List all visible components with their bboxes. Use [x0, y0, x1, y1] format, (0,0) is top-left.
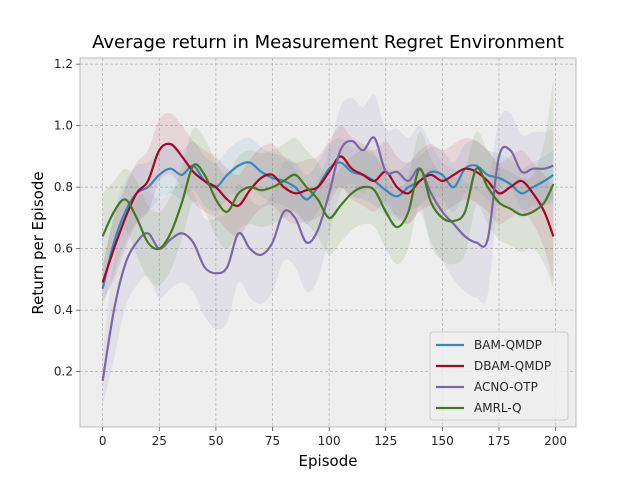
series-line-2: [101, 136, 554, 382]
confidence-band-2: [102, 94, 554, 406]
x-axis-label: Episode: [299, 452, 358, 470]
confidence-band-3: [102, 79, 554, 289]
series-line-0: [101, 161, 554, 289]
legend-label-0: BAM-QMDP: [474, 338, 542, 352]
tick-labels: 0 25 50 75 100 125 150 175 200 0.2 0.4 0.6 0.8 1.0 1.2: [54, 57, 567, 448]
series-line-1: [101, 142, 555, 283]
y-tick-label: 1.0: [54, 119, 73, 133]
x-tick-label: 200: [544, 434, 567, 448]
plot-border: [79, 57, 577, 428]
chart-title: Average return in Measurement Regret Env…: [92, 32, 564, 53]
x-tick-label: 75: [265, 434, 280, 448]
y-axis-label: Return per Episode: [29, 171, 47, 314]
legend-label-3: AMRL-Q: [474, 401, 522, 415]
x-tick-label: 50: [208, 434, 223, 448]
y-tick-label: 0.8: [54, 180, 73, 194]
y-tick-label: 0.6: [54, 242, 73, 256]
y-tick-label: 0.4: [54, 303, 73, 317]
x-tick-label: 0: [99, 434, 107, 448]
y-tick-label: 0.2: [54, 365, 73, 379]
legend-label-1: DBAM-QMDP: [474, 359, 551, 373]
legend: BAM-QMDP DBAM-QMDP ACNO-OTP AMRL-Q: [429, 331, 569, 421]
legend-label-2: ACNO-OTP: [474, 380, 538, 394]
confidence-band-1: [102, 113, 554, 301]
series-line-3: [101, 163, 555, 251]
x-tick-label: 100: [318, 434, 341, 448]
x-tick-label: 150: [431, 434, 454, 448]
y-tick-label: 1.2: [54, 57, 73, 71]
x-tick-label: 125: [374, 434, 397, 448]
x-tick-label: 25: [152, 434, 167, 448]
x-tick-label: 175: [488, 434, 511, 448]
legend-box: [429, 331, 569, 421]
series-lines: [101, 136, 555, 382]
